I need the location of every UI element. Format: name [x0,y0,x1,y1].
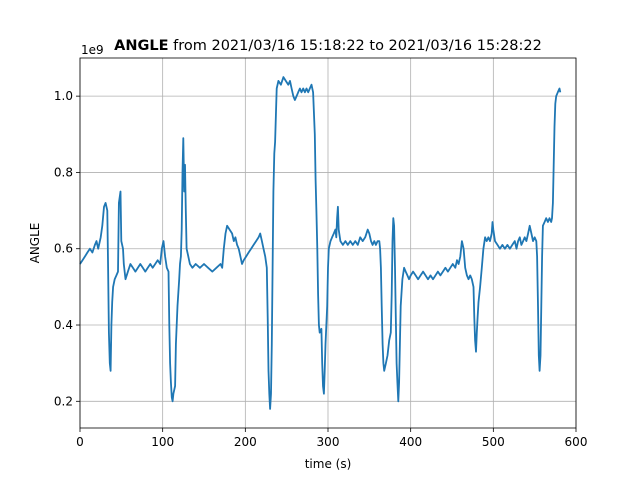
y-axis: 0.2 0.4 0.6 0.8 1.0 [54,89,80,408]
x-tick-label: 200 [234,435,257,449]
chart-title: ANGLE from 2021/03/16 15:18:22 to 2021/0… [114,38,542,54]
y-offset-label: 1e9 [81,43,104,57]
y-tick-label: 1.0 [54,89,73,103]
x-tick-label: 300 [317,435,340,449]
x-axis: 0 100 200 300 400 500 600 [76,428,587,449]
x-tick-label: 400 [399,435,422,449]
title-bold-part: ANGLE [114,38,168,54]
x-axis-label: time (s) [305,457,352,471]
x-tick-label: 600 [565,435,588,449]
x-tick-label: 0 [76,435,84,449]
y-tick-label: 0.6 [54,242,73,256]
title-rest-part: from 2021/03/16 15:18:22 to 2021/03/16 1… [169,38,542,54]
plot-area [79,57,577,429]
series-layer [79,76,562,410]
x-tick-label: 500 [482,435,505,449]
series-line [79,76,562,410]
y-tick-label: 0.8 [54,165,73,179]
y-axis-label: ANGLE [28,223,42,264]
x-tick-label: 100 [151,435,174,449]
y-tick-label: 0.4 [54,318,73,332]
y-tick-label: 0.2 [54,394,73,408]
